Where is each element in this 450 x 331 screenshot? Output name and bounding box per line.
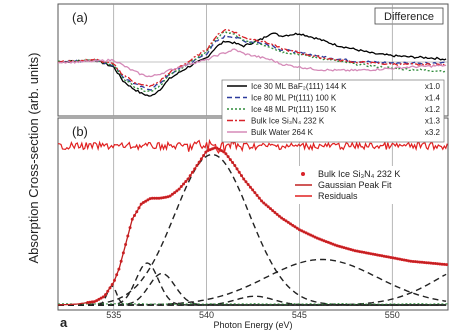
legend-b-swatch-0 [301, 172, 305, 176]
figure-panel-letter: a [60, 315, 68, 330]
legend-a-scale-2: x1.2 [425, 105, 441, 114]
x-tick-label-545: 545 [292, 310, 307, 320]
legend-b-label-1: Gaussian Peak Fit [318, 180, 392, 190]
y-axis-label: Absorption Cross-section (arb. units) [26, 53, 41, 264]
x-tick-label-540: 540 [199, 310, 214, 320]
x-tick-label-535: 535 [106, 310, 121, 320]
panel-b-legend-box [290, 166, 440, 204]
legend-a-label-0: Ice 30 ML BaF₂(111) 144 K [251, 82, 347, 91]
gaussian-component-1 [58, 262, 447, 306]
legend-a-scale-4: x3.2 [425, 128, 441, 137]
panel-a-series-0 [58, 32, 447, 97]
legend-a-label-2: Ice 48 ML Pt(111) 150 K [251, 105, 337, 114]
legend-b-label-2: Residuals [318, 191, 358, 201]
legend-a-label-4: Bulk Water 264 K [251, 128, 314, 137]
data-point [445, 263, 448, 267]
legend-a-label-1: Ice 80 ML Pt(111) 100 K [251, 94, 337, 103]
x-axis-label: Photon Energy (eV) [213, 320, 292, 330]
panel-b-label: (b) [72, 124, 88, 139]
gaussian-component-6 [58, 273, 447, 306]
panel-a-legend-box [221, 79, 445, 143]
baseline-trace [58, 303, 448, 305]
legend-a-label-3: Bulk Ice Si₃N₄ 232 K [251, 117, 325, 126]
panel-b-gridlines [113, 118, 393, 310]
x-tick-label-550: 550 [385, 310, 400, 320]
panel-a-series-3 [58, 28, 447, 88]
legend-a-scale-1: x1.4 [425, 94, 441, 103]
legend-b-label-0: Bulk Ice Si₃N₄ 232 K [318, 169, 400, 179]
panel-a-label: (a) [72, 10, 88, 25]
gaussian-component-5 [58, 258, 447, 306]
panel-a-series-2 [58, 30, 447, 93]
legend-a-scale-0: x1.0 [425, 82, 441, 91]
gaussian-fit-line [58, 146, 447, 306]
panel-a-legend: Ice 30 ML BaF₂(111) 144 K x1.0 Ice 80 ML P… [221, 79, 445, 143]
residuals-line [58, 138, 448, 154]
panel-a-curves [58, 28, 447, 97]
panel-b-curves [58, 138, 448, 306]
panel-a-series-4 [58, 48, 447, 78]
x-tick-labels: 535 540 545 550 [106, 310, 400, 320]
gaussian-component-0 [58, 284, 447, 306]
panel-a-title: Difference [384, 11, 434, 23]
legend-a-scale-3: x1.3 [425, 117, 441, 126]
